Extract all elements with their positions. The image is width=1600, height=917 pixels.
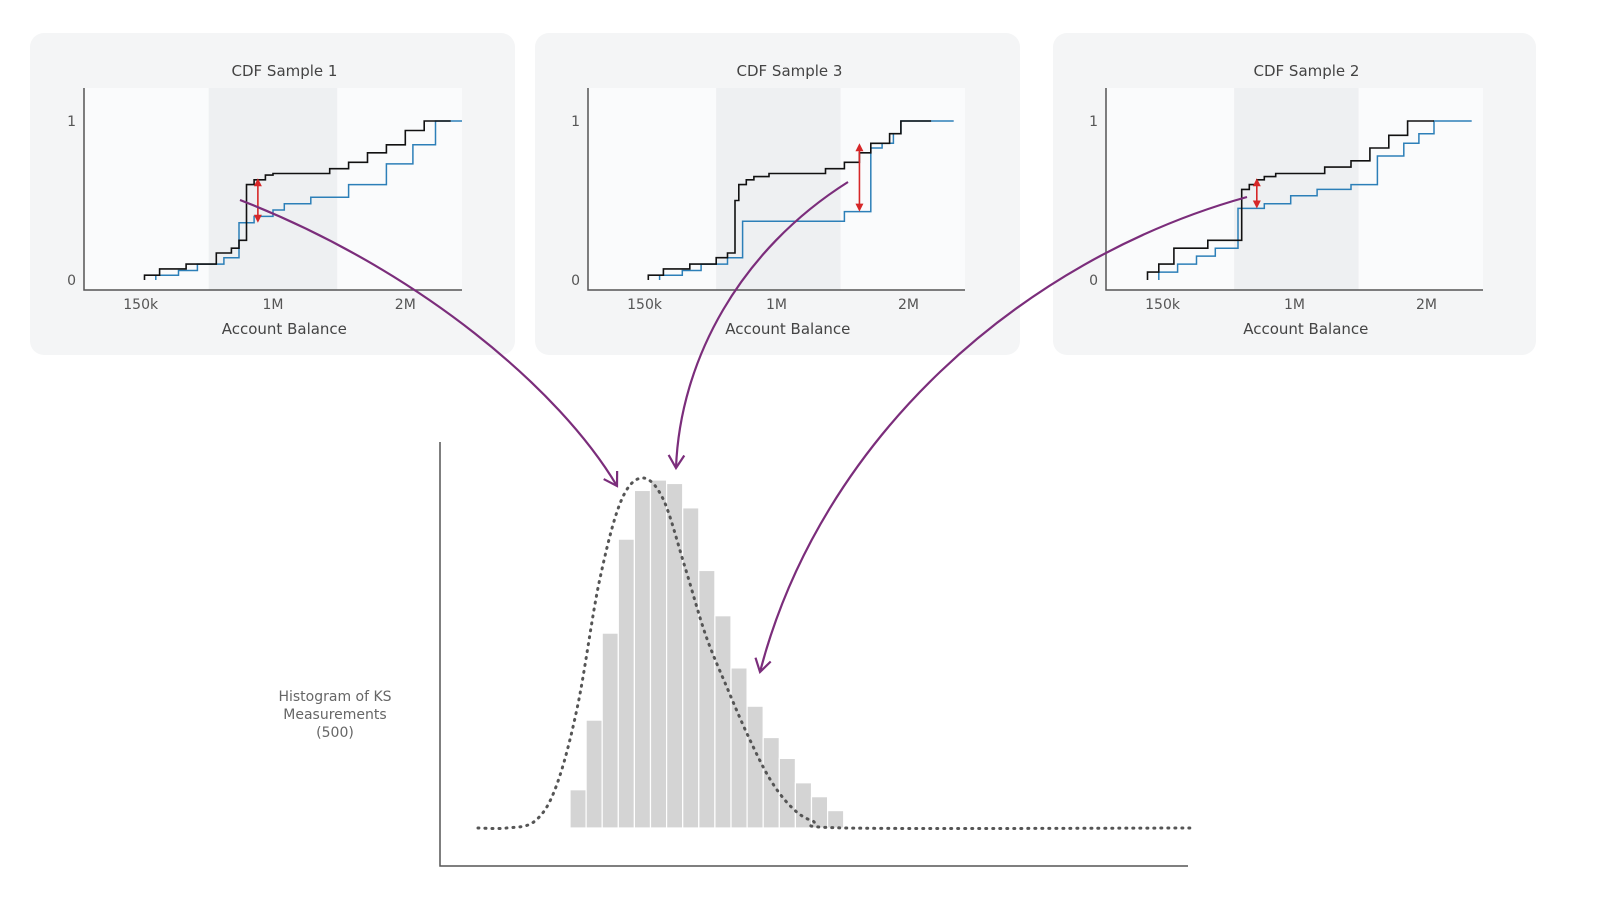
panel-axes [83,88,462,291]
histogram-bar [649,479,668,829]
histogram-bar [682,507,700,829]
x-axis-label: Account Balance [725,320,850,338]
ks-arrowhead-bottom [855,203,864,212]
connector-arrows [239,181,1248,675]
y-tick-label: 1 [571,114,580,130]
cdf-line-black [647,120,932,280]
band-right [337,88,462,290]
x-tick-label: 1M [1284,297,1305,313]
x-tick-label: 1M [263,297,284,313]
histogram-axes [439,442,1188,867]
histogram-bar [665,482,684,829]
histogram-bar [778,757,796,829]
connector-arrowhead [603,470,619,488]
cdf-line-black [1146,120,1434,280]
histogram-label-line: Measurements [283,707,386,723]
y-tick-label: 0 [1089,273,1098,289]
panel-title: CDF Sample 2 [1254,62,1360,80]
x-tick-label: 150k [1145,297,1181,313]
histogram-bar [714,615,732,829]
band-middle [716,88,841,290]
band-right [1358,88,1483,290]
histogram-bar [601,632,619,829]
ks-arrowhead-top [253,178,262,187]
connector-sample-1 [239,198,619,488]
cdf-panel-3: CDF Sample 2 0 1 150k 1M 2M Account Balance [1053,33,1536,355]
histogram-bar [585,719,603,829]
histogram-label-line: (500) [316,725,354,741]
y-tick-label: 0 [571,273,580,289]
ks-arrowhead-bottom [1252,200,1261,209]
panel-axes [587,88,965,291]
histogram-bar [617,538,635,829]
x-tick-label: 2M [898,297,919,313]
y-tick-label: 1 [1089,114,1098,130]
ks-arrowhead-top [1252,178,1261,187]
cdf-line-blue [1158,120,1472,280]
connector-curve [239,198,618,487]
x-tick-label: 150k [123,297,159,313]
cdf-line-blue [155,120,462,280]
connector-curve [674,181,849,469]
ks-arrowhead-top [855,143,864,152]
histogram-label: Histogram of KS Measurements (500) [278,689,391,741]
histogram-panel: Histogram of KS Measurements (500) [278,442,1192,867]
density-curve [476,476,1192,831]
x-tick-label: 2M [395,297,416,313]
x-axis-label: Account Balance [222,320,347,338]
cdf-line-blue [658,120,954,280]
connector-sample-2 [754,195,1248,675]
histogram-label-line: Histogram of KS [278,689,391,705]
x-tick-label: 2M [1416,297,1437,313]
histogram-bar [762,736,780,829]
connector-curve [758,195,1248,673]
band-middle [208,88,338,290]
panel-title: CDF Sample 1 [232,62,338,80]
x-tick-label: 1M [766,297,787,313]
connector-sample-3 [667,181,849,471]
histogram-bar [569,789,587,829]
histogram-bar [698,569,716,829]
y-tick-label: 1 [67,114,76,130]
ks-arrowhead-bottom [253,214,262,223]
connector-arrowhead [667,454,686,471]
cdf-panel-2: CDF Sample 3 0 1 150k 1M 2M Account Balance [535,33,1020,355]
histogram-bar [633,489,652,829]
y-tick-label: 0 [67,273,76,289]
band-left [588,88,717,290]
cdf-panel-1: CDF Sample 1 0 1 150k 1M 2M Account Balance [30,33,515,355]
cdf-line-black [143,120,451,280]
histogram-bar [730,667,748,829]
panel-axes [1105,88,1483,291]
x-tick-label: 150k [627,297,663,313]
band-left [1106,88,1235,290]
connector-arrowhead [754,657,772,675]
histogram-bar [794,782,813,829]
histogram-bar [826,809,845,829]
x-axis-label: Account Balance [1243,320,1368,338]
histogram-bar [746,705,764,829]
panel-title: CDF Sample 3 [737,62,843,80]
band-left [84,88,209,290]
histogram-bars [569,479,845,829]
